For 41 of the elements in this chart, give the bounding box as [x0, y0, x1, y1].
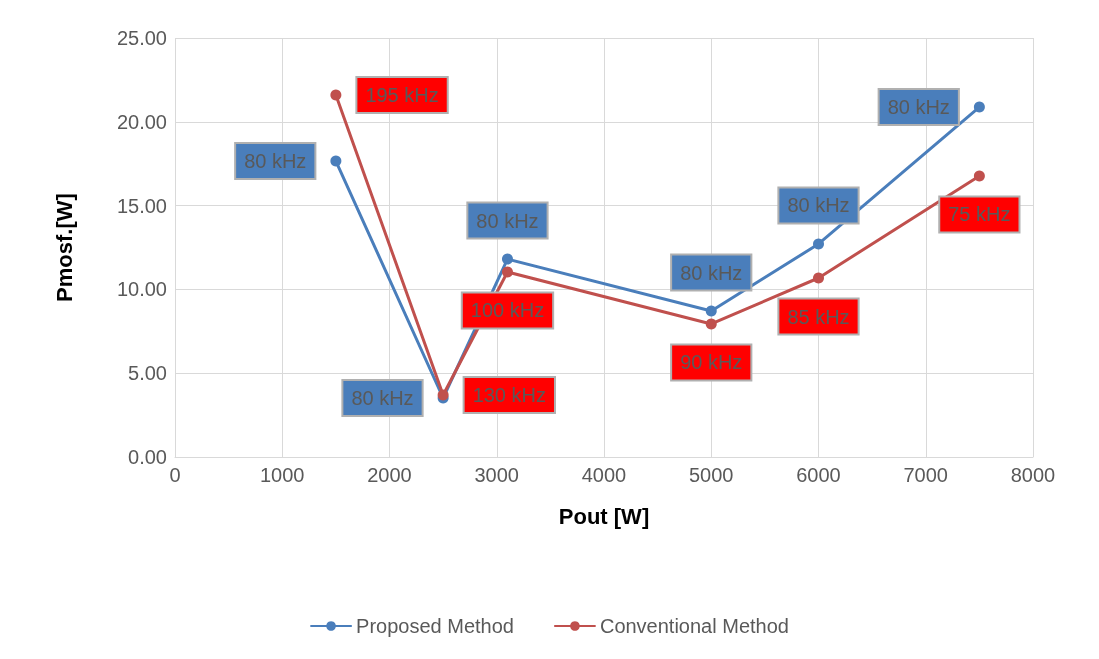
y-tick-label: 25.00: [116, 27, 167, 49]
y-tick-label: 20.00: [116, 110, 167, 133]
point: [330, 89, 342, 101]
x-tick-label: 3000: [474, 464, 519, 486]
y-tick-label: 15.00: [116, 194, 167, 217]
annotation: 80 kHz: [787, 194, 850, 217]
y-tick-label: 5.00: [128, 362, 167, 385]
point: [330, 155, 342, 167]
y-axis-title: Pmosf.[W]: [51, 193, 77, 302]
annotation: 195 kHz: [365, 83, 439, 106]
y-tick-label: 10.00: [116, 278, 167, 301]
x-axis-title: Pout [W]: [558, 503, 650, 529]
legend-label: Conventional Method: [599, 615, 789, 637]
point: [973, 101, 985, 113]
x-tick-label: 7000: [903, 464, 948, 486]
point: [501, 266, 513, 278]
x-tick-label: 2000: [367, 464, 412, 486]
annotation: 80 kHz: [244, 150, 307, 173]
annotation: 130 kHz: [472, 383, 546, 406]
point: [813, 238, 824, 250]
point: [705, 305, 717, 317]
x-tick-label: 8000: [1010, 464, 1056, 486]
annotation: 85 kHz: [787, 305, 850, 328]
annotation: 100 kHz: [470, 299, 545, 322]
annotation: 90 kHz: [680, 351, 743, 374]
point: [705, 318, 717, 330]
x-tick-label: 1000: [260, 464, 305, 486]
point: [813, 272, 824, 284]
annotation: 80 kHz: [680, 261, 743, 284]
legend-label: Proposed Method: [356, 615, 514, 637]
annotation: 80 kHz: [887, 96, 950, 119]
point: [973, 170, 985, 182]
annotation: 80 kHz: [476, 209, 539, 232]
x-tick-label: 6000: [796, 464, 841, 486]
annotation: 75 kHz: [948, 203, 1011, 226]
point: [501, 253, 513, 265]
y-tick-label: 0.00: [128, 446, 167, 468]
x-tick-label: 4000: [581, 464, 627, 486]
x-tick-label: 5000: [689, 464, 734, 486]
x-tick-label: 0: [169, 464, 181, 486]
annotation: 80 kHz: [351, 387, 414, 409]
